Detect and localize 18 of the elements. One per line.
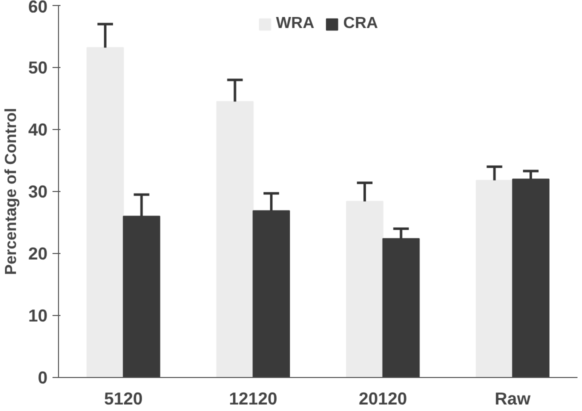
legend-label: WRA	[276, 15, 314, 33]
y-tick-label: 0	[38, 368, 48, 388]
legend-label: CRA	[343, 15, 378, 33]
y-tick-label: 50	[28, 58, 48, 78]
y-tick-label: 60	[28, 0, 48, 16]
x-tick-label: Raw	[494, 388, 531, 408]
bar	[216, 101, 254, 378]
bar	[86, 47, 124, 378]
x-tick-label: 12120	[229, 388, 278, 408]
bar	[476, 180, 514, 378]
bar	[346, 200, 384, 378]
x-tick-label: 5120	[104, 388, 143, 408]
y-tick-label: 30	[28, 182, 48, 202]
y-tick-label: 40	[28, 120, 48, 140]
y-tick-label: 20	[28, 244, 48, 264]
y-axis-title: Percentage of Control	[3, 108, 20, 276]
x-tick-label: 20120	[358, 388, 407, 408]
y-tick-label: 10	[28, 306, 48, 326]
